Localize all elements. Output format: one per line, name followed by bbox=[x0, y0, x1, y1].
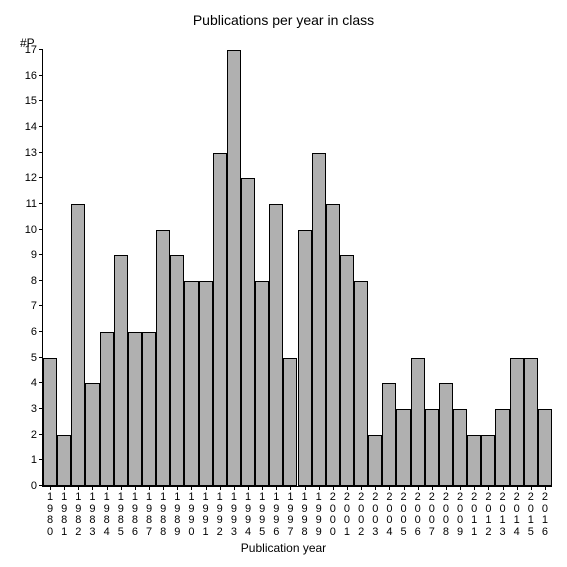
xtick-label: 1 9 8 7 bbox=[144, 486, 154, 538]
bar bbox=[213, 153, 227, 486]
bar bbox=[298, 230, 312, 486]
bar bbox=[411, 358, 425, 486]
xtick-label: 2 0 1 3 bbox=[498, 486, 508, 538]
bar bbox=[326, 204, 340, 486]
bar bbox=[227, 50, 241, 486]
ytick-label: 15 bbox=[25, 95, 43, 107]
xtick-label: 1 9 9 0 bbox=[186, 486, 196, 538]
ytick-label: 17 bbox=[25, 44, 43, 56]
ytick-label: 5 bbox=[31, 352, 43, 364]
xtick-label: 1 9 9 2 bbox=[215, 486, 225, 538]
xtick-label: 1 9 8 2 bbox=[73, 486, 83, 538]
xtick-label: 1 9 9 1 bbox=[201, 486, 211, 538]
chart-title: Publications per year in class bbox=[0, 12, 567, 28]
plot-area: 012345678910111213141516171 9 8 01 9 8 1… bbox=[42, 50, 552, 487]
bar bbox=[71, 204, 85, 486]
xtick-label: 1 9 8 8 bbox=[158, 486, 168, 538]
bar bbox=[453, 409, 467, 486]
ytick-label: 9 bbox=[31, 249, 43, 261]
xtick-label: 2 0 0 1 bbox=[342, 486, 352, 538]
xtick-label: 2 0 1 4 bbox=[512, 486, 522, 538]
bar bbox=[170, 255, 184, 486]
bar bbox=[43, 358, 57, 486]
ytick-label: 16 bbox=[25, 70, 43, 82]
xtick-label: 2 0 0 4 bbox=[384, 486, 394, 538]
xtick-label: 2 0 1 1 bbox=[469, 486, 479, 538]
xtick-label: 1 9 9 9 bbox=[314, 486, 324, 538]
bar bbox=[382, 383, 396, 486]
bar bbox=[467, 435, 481, 486]
bar bbox=[128, 332, 142, 486]
bar bbox=[85, 383, 99, 486]
bar bbox=[199, 281, 213, 486]
bar bbox=[495, 409, 509, 486]
xtick-label: 2 0 0 2 bbox=[356, 486, 366, 538]
xtick-label: 2 0 0 0 bbox=[328, 486, 338, 538]
bar bbox=[538, 409, 552, 486]
ytick-label: 7 bbox=[31, 300, 43, 312]
x-axis-label: Publication year bbox=[0, 541, 567, 555]
ytick-label: 2 bbox=[31, 429, 43, 441]
bar bbox=[510, 358, 524, 486]
ytick-label: 10 bbox=[25, 224, 43, 236]
bar bbox=[100, 332, 114, 486]
xtick-label: 1 9 9 8 bbox=[300, 486, 310, 538]
bar bbox=[184, 281, 198, 486]
xtick-label: 1 9 8 5 bbox=[116, 486, 126, 538]
xtick-label: 2 0 1 5 bbox=[526, 486, 536, 538]
xtick-label: 1 9 8 0 bbox=[45, 486, 55, 538]
bar bbox=[142, 332, 156, 486]
xtick-label: 1 9 9 4 bbox=[243, 486, 253, 538]
xtick-label: 2 0 0 9 bbox=[455, 486, 465, 538]
xtick-label: 1 9 8 1 bbox=[59, 486, 69, 538]
bar bbox=[340, 255, 354, 486]
ytick-label: 0 bbox=[31, 480, 43, 492]
xtick-label: 1 9 9 7 bbox=[285, 486, 295, 538]
bar bbox=[269, 204, 283, 486]
ytick-label: 11 bbox=[26, 198, 43, 210]
bar bbox=[354, 281, 368, 486]
bar bbox=[425, 409, 439, 486]
bar bbox=[312, 153, 326, 486]
xtick-label: 1 9 8 3 bbox=[87, 486, 97, 538]
bar bbox=[439, 383, 453, 486]
bar bbox=[255, 281, 269, 486]
xtick-label: 1 9 9 6 bbox=[271, 486, 281, 538]
bar bbox=[368, 435, 382, 486]
chart-container: Publications per year in class #P 012345… bbox=[0, 0, 567, 567]
ytick-label: 14 bbox=[25, 121, 43, 133]
ytick-label: 1 bbox=[31, 454, 43, 466]
ytick-label: 13 bbox=[25, 147, 43, 159]
bar bbox=[156, 230, 170, 486]
ytick-label: 3 bbox=[31, 403, 43, 415]
xtick-label: 2 0 0 8 bbox=[441, 486, 451, 538]
xtick-label: 1 9 8 9 bbox=[172, 486, 182, 538]
bar bbox=[524, 358, 538, 486]
ytick-label: 6 bbox=[31, 326, 43, 338]
xtick-label: 2 0 1 6 bbox=[540, 486, 550, 538]
xtick-label: 1 9 8 4 bbox=[102, 486, 112, 538]
xtick-label: 1 9 8 6 bbox=[130, 486, 140, 538]
xtick-label: 1 9 9 5 bbox=[257, 486, 267, 538]
ytick-label: 4 bbox=[31, 377, 43, 389]
bar bbox=[283, 358, 297, 486]
ytick-label: 12 bbox=[25, 172, 43, 184]
bar bbox=[481, 435, 495, 486]
bar bbox=[241, 178, 255, 486]
xtick-label: 2 0 1 2 bbox=[483, 486, 493, 538]
xtick-label: 2 0 0 7 bbox=[427, 486, 437, 538]
bar bbox=[57, 435, 71, 486]
xtick-label: 1 9 9 3 bbox=[229, 486, 239, 538]
bar bbox=[114, 255, 128, 486]
xtick-label: 2 0 0 3 bbox=[370, 486, 380, 538]
ytick-label: 8 bbox=[31, 275, 43, 287]
xtick-label: 2 0 0 5 bbox=[399, 486, 409, 538]
xtick-label: 2 0 0 6 bbox=[413, 486, 423, 538]
bar bbox=[396, 409, 410, 486]
